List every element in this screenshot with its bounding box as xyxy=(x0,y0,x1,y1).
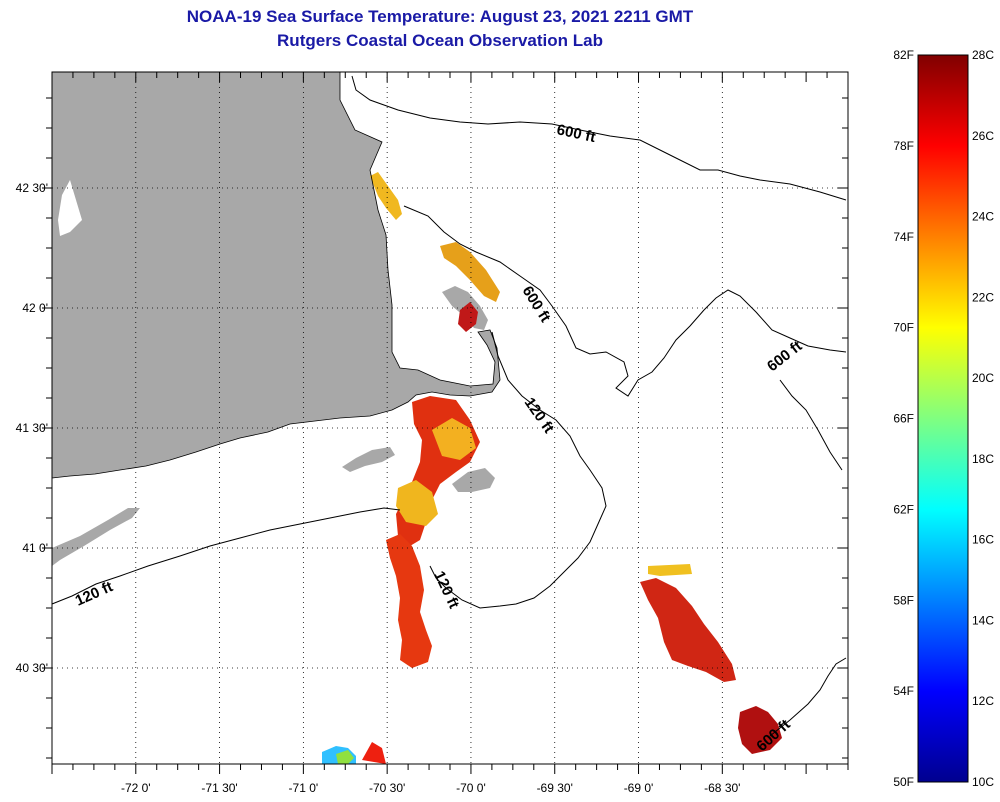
sst-patch-cape-cod-bay xyxy=(458,302,478,332)
longitude-label: -72 0' xyxy=(121,781,151,795)
colorbar-fahrenheit-label: 66F xyxy=(893,412,914,426)
sst-patch-southeast xyxy=(738,706,782,754)
coastline xyxy=(51,72,501,479)
temperature-colorbar: 82F 78F 74F 70F 66F 62F 58F 54F 50F 28C 26C 24C 22C… xyxy=(893,48,994,789)
contour-600ft-se xyxy=(769,657,847,737)
land-long-island xyxy=(52,508,140,566)
longitude-label: -69 30' xyxy=(537,781,573,795)
colorbar-fahrenheit-label: 50F xyxy=(893,775,914,789)
colorbar-celsius-label: 12C xyxy=(972,694,994,708)
contour-600ft-north xyxy=(351,75,847,201)
latitude-labels: 42 30' 42 0' 41 30' 41 0' 40 30' xyxy=(16,181,48,675)
colorbar-celsius-label: 16C xyxy=(972,533,994,547)
sst-patch-mass-bay xyxy=(440,242,500,302)
colorbar-fahrenheit-label: 78F xyxy=(893,139,914,153)
land-white-patch xyxy=(58,180,82,236)
longitude-label: -71 0' xyxy=(289,781,319,795)
contour-600ft-gulf xyxy=(403,205,847,397)
longitude-label: -69 0' xyxy=(624,781,654,795)
latitude-label: 42 30' xyxy=(16,181,48,195)
land-new-england xyxy=(52,72,500,478)
contour-120ft-coast xyxy=(429,331,607,609)
colorbar-fahrenheit-labels: 82F 78F 74F 70F 66F 62F 58F 54F 50F xyxy=(893,48,914,789)
sst-patch-bottom-green xyxy=(336,750,354,764)
sst-patch-georges-yellow xyxy=(648,564,692,576)
land-nantucket xyxy=(452,468,495,492)
map-subtitle: Rutgers Coastal Ocean Observation Lab xyxy=(277,31,603,50)
colorbar-celsius-label: 14C xyxy=(972,613,994,627)
colorbar-gradient xyxy=(917,54,969,783)
longitude-label: -70 0' xyxy=(456,781,486,795)
colorbar-celsius-label: 26C xyxy=(972,129,994,143)
colorbar-celsius-label: 10C xyxy=(972,775,994,789)
colorbar-celsius-label: 18C xyxy=(972,452,994,466)
colorbar-celsius-label: 22C xyxy=(972,290,994,304)
longitude-labels: -72 0' -71 30' -71 0' -70 30' -70 0' -69 30' -… xyxy=(121,781,741,795)
sst-patch-vineyard-yellow xyxy=(396,480,438,526)
sst-patch-georges-east xyxy=(640,578,736,682)
graticule xyxy=(52,72,848,764)
contour-600ft-east xyxy=(779,379,843,471)
latitude-label: 41 0' xyxy=(22,541,48,555)
sst-patch-nantucket-warm xyxy=(432,418,476,460)
longitude-label: -71 30' xyxy=(201,781,237,795)
latitude-label: 41 30' xyxy=(16,421,48,435)
latitude-label: 42 0' xyxy=(22,301,48,315)
sst-patch-shelf-strip xyxy=(386,534,432,668)
map-title: NOAA-19 Sea Surface Temperature: August … xyxy=(186,7,694,26)
colorbar-celsius-label: 28C xyxy=(972,48,994,62)
colorbar-fahrenheit-label: 70F xyxy=(893,321,914,335)
colorbar-fahrenheit-label: 58F xyxy=(893,593,914,607)
colorbar-celsius-label: 20C xyxy=(972,371,994,385)
sst-map: -72 0' -71 30' -71 0' -70 30' -70 0' -69 30' -… xyxy=(16,71,849,795)
colorbar-celsius-labels: 28C 26C 24C 22C 20C 18C 16C 14C 12C 10C xyxy=(972,48,994,789)
longitude-label: -68 30' xyxy=(704,781,740,795)
sst-patch-bottom-red xyxy=(362,742,386,764)
land-marthas-vineyard xyxy=(342,447,395,472)
colorbar-fahrenheit-label: 62F xyxy=(893,502,914,516)
colorbar-fahrenheit-label: 74F xyxy=(893,230,914,244)
latitude-label: 40 30' xyxy=(16,661,48,675)
colorbar-fahrenheit-label: 54F xyxy=(893,684,914,698)
colorbar-celsius-label: 24C xyxy=(972,210,994,224)
sst-patch-cape-ann xyxy=(370,172,402,220)
contour-120ft-sw xyxy=(51,507,401,605)
colorbar-fahrenheit-label: 82F xyxy=(893,48,914,62)
longitude-label: -70 30' xyxy=(369,781,405,795)
